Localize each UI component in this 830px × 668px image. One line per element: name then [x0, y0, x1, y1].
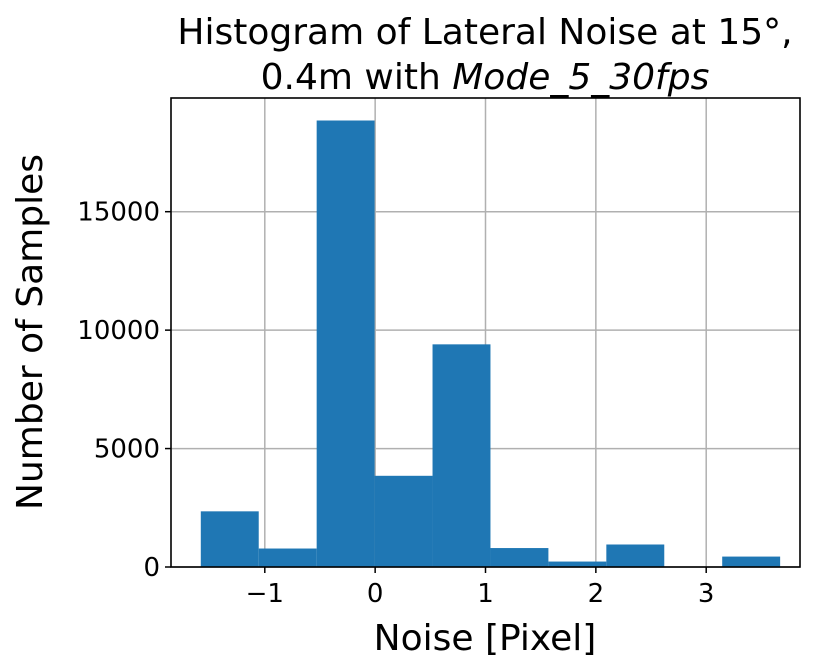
y-tick-label: 0	[143, 553, 160, 583]
x-axis-label: Noise [Pixel]	[374, 618, 597, 659]
chart-title-line2-italic: Mode_5_30fps	[452, 57, 709, 98]
bars-layer	[200, 120, 781, 567]
histogram-bar	[374, 475, 433, 567]
y-tick-label: 15000	[77, 198, 160, 228]
y-axis-label: Number of Samples	[10, 154, 51, 510]
chart-title-line2: 0.4m with Mode_5_30fps	[261, 57, 710, 98]
y-tick-label: 5000	[94, 435, 160, 465]
histogram-bar	[490, 548, 549, 567]
x-tick-label: 3	[698, 579, 715, 609]
x-tick-label: 0	[367, 579, 384, 609]
ticks-layer: −1 0 1 2 3 0 5000 10000 15000	[77, 198, 714, 609]
histogram-bar	[316, 120, 375, 567]
chart-title-line2-prefix: 0.4m with	[261, 57, 453, 98]
x-tick-label: 2	[588, 579, 605, 609]
x-tick-label: −1	[246, 579, 284, 609]
x-tick-label: 1	[477, 579, 494, 609]
histogram-bar	[606, 544, 665, 567]
histogram-bar	[200, 511, 259, 567]
histogram-bar	[722, 556, 781, 567]
histogram-bar	[258, 548, 317, 567]
y-tick-label: 10000	[77, 316, 160, 346]
histogram-bar	[432, 344, 491, 567]
chart-title-line1: Histogram of Lateral Noise at 15°,	[177, 12, 792, 53]
histogram-bar	[548, 561, 607, 567]
